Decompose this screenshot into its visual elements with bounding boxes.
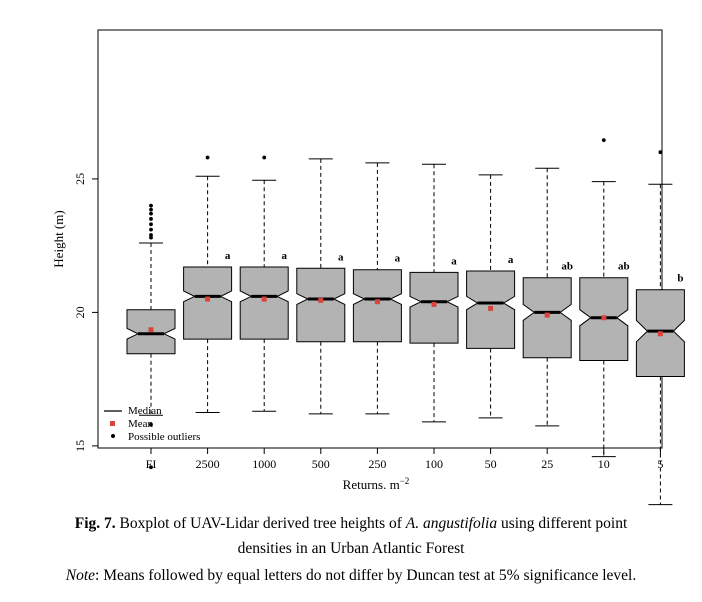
- box-body: [352, 269, 402, 343]
- figure-label: Fig. 7.: [74, 515, 116, 532]
- box-100: a: [409, 163, 459, 423]
- significance-letter: a: [451, 255, 457, 267]
- outlier-point: [149, 233, 153, 237]
- significance-letter: a: [395, 253, 401, 265]
- legend-median-label: Median: [128, 405, 162, 417]
- outlier-point: [262, 155, 267, 160]
- x-axis-label-superscript: −2: [400, 476, 410, 486]
- box-50: a: [466, 174, 516, 419]
- box-250: a: [352, 162, 402, 415]
- figure-caption: Fig. 7. Boxplot of UAV-Lidar derived tre…: [0, 514, 702, 534]
- mean-marker: [148, 327, 154, 333]
- x-tick-label: 2500: [196, 457, 220, 471]
- significance-letter: a: [338, 251, 344, 263]
- box-FI: [126, 203, 176, 470]
- mean-marker: [544, 312, 550, 318]
- significance-letter: ab: [561, 261, 573, 273]
- outlier-point: [149, 203, 153, 208]
- box-1000: a: [239, 155, 289, 412]
- mean-marker: [318, 297, 324, 303]
- caption-text-2: using different point: [497, 515, 628, 532]
- legend: Median Mean Possible outliers: [104, 405, 200, 443]
- x-tick-label: 25: [541, 457, 553, 471]
- boxplot-chart: a a a a a a ab ab b FI 2500 1000 500 250 100 50 25 10 5 15…: [51, 29, 685, 506]
- outlier-point: [149, 422, 153, 427]
- box-2500: a: [183, 155, 233, 414]
- box-body: [409, 271, 459, 344]
- mean-marker: [261, 296, 267, 302]
- legend-outlier-symbol: [111, 434, 115, 438]
- y-tick-label: 15: [73, 440, 87, 452]
- x-tick-label: 250: [368, 457, 386, 471]
- species-name: A. angustifolia: [405, 515, 498, 532]
- x-tick-label: 1000: [252, 457, 276, 471]
- outlier-point: [601, 138, 606, 143]
- x-tick-label: 50: [485, 457, 497, 471]
- outlier-point: [149, 217, 153, 221]
- outlier-point: [149, 227, 153, 232]
- figure-caption-line-2: densities in an Urban Atlantic Forest: [237, 540, 465, 557]
- mean-marker: [374, 299, 380, 305]
- note-label: Note: [65, 567, 96, 584]
- box-25: ab: [522, 167, 573, 427]
- x-tick-label: 500: [312, 457, 330, 471]
- outlier-point: [149, 235, 153, 240]
- legend-mean-symbol: [110, 421, 115, 426]
- plot-frame: [97, 29, 663, 449]
- y-tick-label: 25: [73, 173, 87, 185]
- legend-outlier-label: Possible outliers: [128, 431, 200, 443]
- caption-text-1: Boxplot of UAV-Lidar derived tree height…: [115, 515, 406, 532]
- box-body: [296, 267, 346, 343]
- note-text: : Means followed by equal letters do not…: [95, 567, 637, 584]
- box-body: [183, 266, 233, 340]
- box-body: [239, 266, 289, 340]
- significance-letter: b: [677, 273, 683, 285]
- significance-letter: a: [225, 250, 231, 262]
- axes-layer: FI 2500 1000 500 250 100 50 25 10 5 15 20 25: [73, 173, 663, 471]
- x-tick-label: 100: [425, 457, 443, 471]
- mean-marker: [601, 315, 607, 321]
- x-tick-label: 5: [657, 457, 663, 471]
- box-body: [522, 277, 572, 359]
- box-500: a: [296, 158, 346, 415]
- mean-marker: [431, 301, 437, 307]
- significance-letter: ab: [618, 261, 630, 273]
- mean-marker: [657, 331, 663, 337]
- x-tick-label: FI: [146, 457, 157, 471]
- outlier-point: [149, 211, 153, 216]
- legend-mean-label: Mean: [128, 418, 154, 430]
- x-axis-label-text: Returns. m: [343, 477, 400, 492]
- significance-letter: a: [508, 254, 514, 266]
- x-axis-label: Returns. m−2: [343, 476, 410, 492]
- outlier-point: [149, 207, 153, 212]
- outlier-point: [658, 150, 663, 155]
- y-axis-label: Height (m): [51, 210, 66, 267]
- mean-marker: [488, 305, 494, 311]
- outlier-point: [149, 465, 153, 470]
- x-tick-label: 10: [598, 457, 610, 471]
- outlier-point: [149, 222, 153, 227]
- figure-note: Note: Means followed by equal letters do…: [0, 566, 702, 586]
- boxes-layer: a a a a a a ab ab b: [126, 138, 685, 506]
- y-tick-label: 20: [73, 306, 87, 318]
- box-10: ab: [579, 138, 630, 458]
- significance-letter: a: [281, 250, 287, 262]
- mean-marker: [205, 296, 211, 302]
- box-5: b: [635, 150, 685, 506]
- outlier-point: [205, 155, 210, 160]
